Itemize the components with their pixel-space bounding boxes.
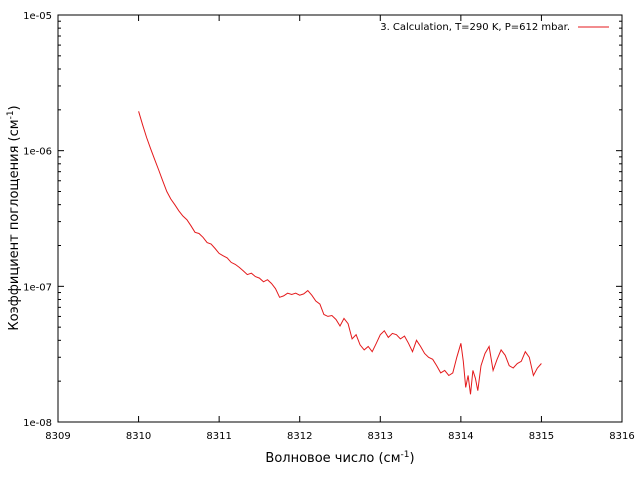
x-tick-label: 8310 (126, 431, 151, 442)
plot-frame (57, 14, 623, 423)
series-line (138, 111, 542, 395)
x-tick-label: 8315 (529, 431, 554, 442)
y-tick-label: 1e-05 (23, 11, 52, 22)
x-axis-label-text: Волновое число (см (265, 451, 400, 466)
x-axis-label: Волновое число (см-1) (265, 450, 414, 466)
x-tick-label: 8316 (609, 431, 634, 442)
x-axis-label-close: ) (409, 451, 414, 466)
x-tick-label: 8311 (206, 431, 231, 442)
y-tick-label: 1e-07 (23, 282, 52, 293)
y-axis-label-superscript: -1 (6, 110, 16, 119)
y-axis-label: Коэффициент поглощения (см-1) (6, 105, 22, 330)
y-axis-label-text: Коэффициент поглощения (см (7, 119, 22, 330)
tick-labels: 8309 8310 8311 8312 8313 8314 8315 8316 1e-08 1e-… (23, 11, 635, 442)
y-axis-label-close: ) (7, 105, 22, 110)
legend-label: 3. Calculation, T=290 K, P=612 mbar. (380, 22, 570, 33)
x-tick-label: 8313 (368, 431, 393, 442)
x-axis-label-superscript: -1 (401, 450, 410, 460)
x-tick-label: 8314 (448, 431, 473, 442)
y-tick-label: 1e-08 (23, 418, 52, 429)
legend: 3. Calculation, T=290 K, P=612 mbar. (380, 22, 609, 33)
x-tick-label: 8309 (45, 431, 70, 442)
x-tick-label: 8312 (287, 431, 312, 442)
axis-ticks (57, 14, 623, 423)
y-tick-label: 1e-06 (23, 147, 52, 158)
